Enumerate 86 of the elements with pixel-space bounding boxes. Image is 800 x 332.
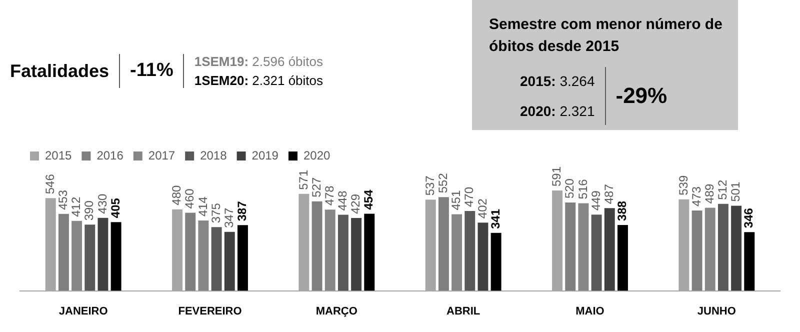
data-label: 527 [309, 177, 324, 198]
data-label: 402 [475, 198, 490, 219]
data-label: 591 [550, 166, 564, 186]
bar [237, 225, 248, 291]
data-label: 478 [322, 185, 336, 206]
data-label: 414 [196, 196, 210, 217]
data-label: 460 [182, 188, 197, 209]
bar [58, 214, 69, 291]
data-label: 487 [602, 184, 616, 204]
bar [478, 222, 488, 291]
legend-label: 2017 [148, 148, 176, 162]
data-label: 453 [56, 190, 70, 210]
bar [692, 210, 702, 291]
chart-title: Fatalidades [10, 60, 110, 82]
data-label: 429 [348, 194, 363, 214]
data-label: 539 [676, 174, 690, 196]
data-label: 448 [336, 190, 350, 211]
bar [312, 201, 322, 291]
data-label: 473 [689, 186, 704, 207]
text: 2015: 3.264 [520, 72, 595, 91]
bar [744, 232, 755, 291]
legend-label: 2019 [252, 148, 279, 162]
bar [98, 218, 108, 291]
bar [324, 210, 336, 291]
bar [198, 220, 209, 291]
legend-label: 2015 [45, 148, 72, 162]
bar [591, 214, 602, 291]
data-label: 454 [362, 189, 376, 210]
x-tick-label: JUNHO [697, 305, 736, 318]
bar [578, 203, 589, 291]
data-label: 405 [108, 198, 122, 218]
bar [364, 214, 375, 291]
bar [351, 218, 362, 291]
data-label: 571 [296, 170, 310, 190]
bar [490, 232, 502, 291]
text: 2020: 2.321 [520, 102, 595, 121]
data-label: 449 [588, 190, 603, 211]
bar [338, 214, 348, 291]
bar [452, 214, 462, 291]
text: 1SEM20: 2.321 óbitos [194, 72, 324, 90]
legend-label: 2018 [200, 148, 228, 162]
x-tick-label: ABRIL [446, 305, 480, 318]
data-label: 552 [436, 172, 450, 194]
x-tick-label: MARÇO [316, 305, 358, 318]
bar [617, 224, 628, 291]
text: 1SEM19: 2.596 óbitos [194, 53, 324, 71]
bar [211, 227, 222, 291]
data-label: 347 [222, 208, 236, 228]
data-label: 388 [615, 200, 630, 221]
x-tick-label: FEVEREIRO [178, 305, 242, 318]
data-label: 390 [82, 200, 96, 221]
data-label: 520 [562, 178, 577, 199]
data-label: 341 [488, 208, 502, 229]
x-tick-label: MAIO [576, 305, 605, 318]
bar [704, 208, 716, 291]
data-label: 512 [716, 180, 730, 200]
data-label: 451 [449, 190, 464, 210]
bar [604, 208, 615, 291]
x-tick-label: JANEIRO [58, 305, 108, 318]
data-label: 516 [576, 178, 590, 200]
bar [185, 212, 196, 291]
bar [110, 222, 122, 291]
text: -29% [616, 83, 668, 109]
bar [731, 206, 742, 291]
legend-label: 2016 [96, 148, 124, 162]
text: -11% [130, 60, 174, 82]
bar [224, 232, 235, 291]
data-label: 375 [208, 202, 223, 224]
data-label: 387 [235, 200, 250, 222]
data-label: 537 [422, 175, 437, 196]
data-label: 346 [742, 208, 756, 228]
bar [565, 202, 576, 291]
data-label: 489 [702, 183, 716, 204]
bar [464, 211, 476, 291]
legend-label: 2020 [303, 148, 330, 162]
data-label: 412 [69, 196, 84, 217]
bar [438, 197, 449, 291]
bar [84, 224, 96, 291]
data-label: 430 [95, 193, 110, 214]
data-label: 470 [462, 186, 476, 208]
bar [72, 220, 82, 291]
chart-subtitle: Semestre com menor número de óbitos desde 2015 [489, 15, 724, 57]
data-label: 501 [728, 181, 743, 202]
data-label: 546 [42, 174, 57, 194]
bar [718, 204, 728, 291]
data-label: 480 [170, 184, 184, 206]
